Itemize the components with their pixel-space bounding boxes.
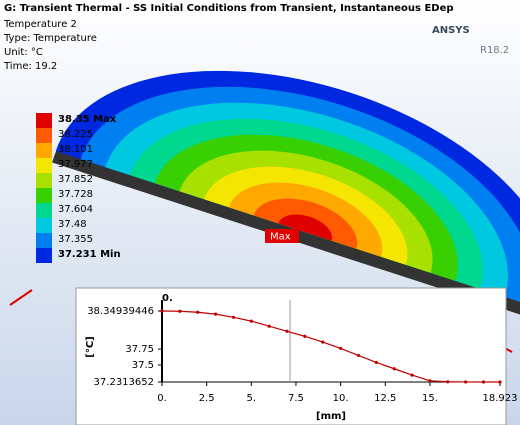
info-line: Type: Temperature: [3, 33, 97, 44]
y-tick-label: 37.2313652: [94, 377, 154, 388]
legend-label: 37.977: [58, 159, 93, 170]
data-point: [178, 310, 181, 313]
logo: ANSYS: [432, 25, 470, 36]
data-point: [303, 335, 306, 338]
y-tick-label: 37.75: [125, 344, 154, 355]
y-axis-label: [°C]: [85, 336, 96, 357]
legend-label: 38.35 Max: [58, 114, 117, 125]
legend-label: 37.355: [58, 234, 93, 245]
x-tick-label: 2.5: [199, 393, 215, 404]
info-line: Temperature 2: [3, 19, 77, 30]
legend-swatch: [36, 218, 52, 233]
data-point: [393, 367, 396, 370]
data-point: [375, 361, 378, 364]
x-tick-label: 5.: [247, 393, 257, 404]
data-point: [482, 380, 485, 383]
x-tick-label: 10.: [333, 393, 349, 404]
legend-swatch: [36, 188, 52, 203]
legend-swatch: [36, 158, 52, 173]
x-tick-label: 0.: [157, 393, 167, 404]
legend-swatch: [36, 173, 52, 188]
data-point: [232, 316, 235, 319]
data-point: [285, 330, 288, 333]
legend-label: 37.728: [58, 189, 93, 200]
data-point: [357, 354, 360, 357]
data-point: [196, 311, 199, 314]
annotation: 0.: [162, 293, 173, 304]
legend-swatch: [36, 248, 52, 263]
legend-swatch: [36, 143, 52, 158]
y-tick-label: 37.5: [132, 360, 154, 371]
legend-swatch: [36, 203, 52, 218]
data-point: [428, 379, 431, 382]
data-point: [321, 340, 324, 343]
data-point: [339, 347, 342, 350]
x-tick-label: 15.: [422, 393, 438, 404]
legend-swatch: [36, 233, 52, 248]
info-line: Unit: °C: [4, 47, 43, 58]
x-axis-label: [mm]: [316, 411, 346, 422]
x-tick-label: 12.5: [374, 393, 396, 404]
screenshot: Max G: Transient Thermal - SS Initial Co…: [0, 0, 520, 425]
legend-label: 38.225: [58, 129, 93, 140]
probe: Max: [265, 229, 299, 243]
legend-label: 37.852: [58, 174, 93, 185]
version: R18.2: [480, 45, 509, 56]
probe-label: Max: [270, 232, 291, 243]
x-tick-label: 7.5: [288, 393, 304, 404]
data-point: [250, 320, 253, 323]
info-line: Time: 19.2: [3, 61, 57, 72]
data-point: [498, 380, 501, 383]
legend-swatch: [36, 128, 52, 143]
legend-label: 37.604: [58, 204, 93, 215]
data-point: [214, 313, 217, 316]
legend-label: 37.231 Min: [58, 249, 121, 260]
x-tick-label: 18.923: [483, 393, 518, 404]
data-point: [268, 325, 271, 328]
data-point: [410, 374, 413, 377]
data-point: [446, 380, 449, 383]
legend-swatch: [36, 113, 52, 128]
title: G: Transient Thermal - SS Initial Condit…: [4, 3, 454, 14]
legend-label: 37.48: [58, 219, 87, 230]
y-tick-label: 38.34939446: [87, 306, 154, 317]
legend-label: 38.101: [58, 144, 93, 155]
data-point: [160, 309, 163, 312]
data-point: [464, 380, 467, 383]
